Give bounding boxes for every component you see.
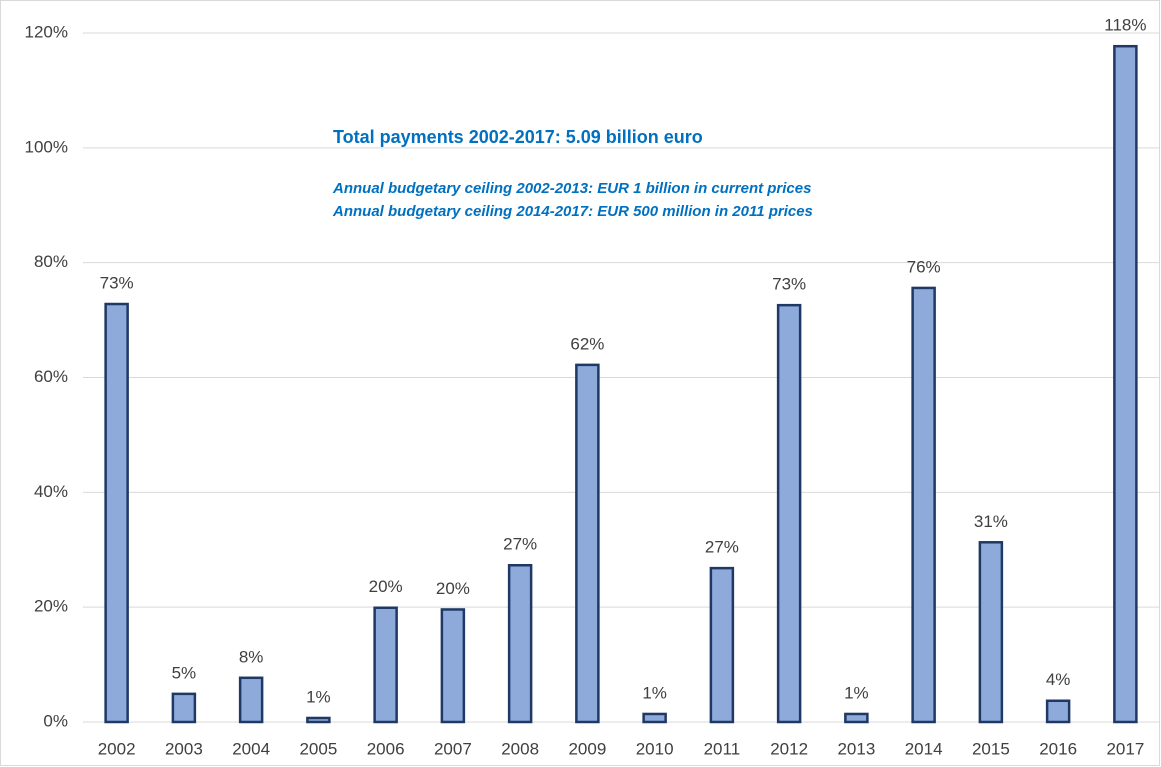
- bar: [171, 692, 197, 724]
- x-tick-label: 2003: [165, 739, 203, 758]
- annotation: Annual budgetary ceiling 2014-2017: EUR …: [332, 203, 813, 220]
- x-tick-label: 2012: [770, 739, 808, 758]
- x-tick-label: 2009: [568, 739, 606, 758]
- x-tick-label: 2016: [1039, 739, 1077, 758]
- bar: [709, 566, 735, 724]
- data-label: 5%: [172, 663, 197, 682]
- y-tick-label: 40%: [34, 482, 68, 501]
- x-tick-label: 2006: [367, 739, 405, 758]
- data-label: 27%: [503, 535, 537, 554]
- bar: [440, 608, 466, 724]
- x-tick-label: 2011: [704, 739, 741, 758]
- data-label: 20%: [436, 579, 470, 598]
- annotation: Annual budgetary ceiling 2002-2013: EUR …: [332, 180, 811, 197]
- y-tick-label: 80%: [34, 252, 68, 271]
- bar: [776, 303, 802, 724]
- data-label: 1%: [642, 683, 667, 702]
- bar: [238, 676, 264, 724]
- y-tick-label: 100%: [25, 137, 68, 156]
- x-tick-label: 2010: [636, 739, 674, 758]
- bar: [844, 712, 869, 724]
- data-label: 27%: [705, 538, 739, 557]
- x-tick-label: 2017: [1106, 739, 1144, 758]
- bar: [1113, 44, 1138, 724]
- bar: [373, 606, 398, 724]
- bar: [642, 712, 667, 724]
- x-tick-label: 2005: [299, 739, 337, 758]
- x-tick-label: 2004: [232, 739, 270, 758]
- bar: [507, 564, 533, 724]
- data-label: 1%: [844, 683, 869, 702]
- y-tick-label: 20%: [34, 597, 68, 616]
- data-label: 20%: [369, 577, 403, 596]
- data-label: 73%: [100, 273, 134, 292]
- bar: [104, 302, 129, 724]
- data-label: 76%: [907, 257, 941, 276]
- annotation: Total payments 2002-2017: 5.09 billion e…: [333, 127, 703, 147]
- bar: [306, 716, 331, 724]
- data-label: 4%: [1046, 670, 1071, 689]
- bar: [575, 363, 600, 724]
- y-tick-label: 60%: [34, 367, 68, 386]
- data-label: 73%: [772, 275, 806, 294]
- data-label: 31%: [974, 512, 1008, 531]
- x-tick-label: 2007: [434, 739, 472, 758]
- data-label: 62%: [570, 334, 604, 353]
- x-tick-label: 2015: [972, 739, 1010, 758]
- x-tick-label: 2013: [837, 739, 875, 758]
- x-tick-label: 2014: [905, 739, 943, 758]
- bar: [1045, 699, 1071, 724]
- y-tick-label: 0%: [43, 711, 68, 730]
- bar: [978, 541, 1004, 724]
- x-tick-label: 2008: [501, 739, 539, 758]
- y-tick-label: 120%: [25, 22, 68, 41]
- bar: [911, 286, 936, 724]
- data-label: 8%: [239, 647, 264, 666]
- x-tick-label: 2002: [98, 739, 136, 758]
- data-label: 118%: [1104, 16, 1146, 35]
- data-label: 1%: [306, 687, 331, 706]
